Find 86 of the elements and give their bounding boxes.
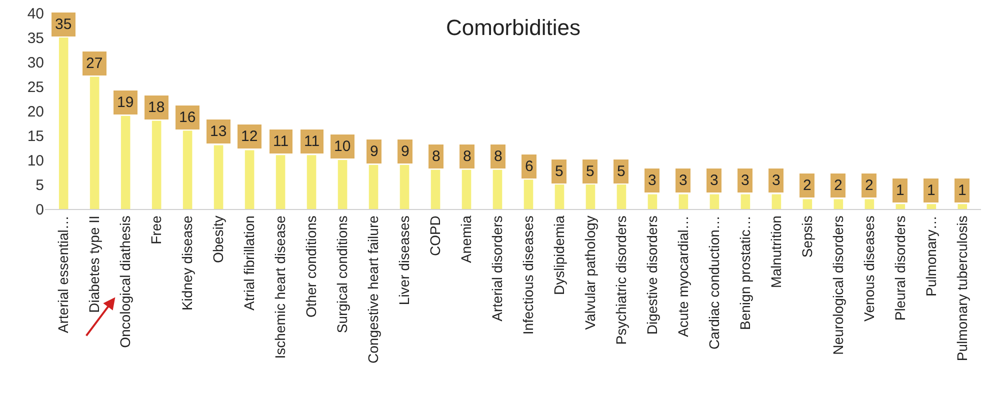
y-tick-label: 15 bbox=[27, 128, 44, 145]
data-label: 3 bbox=[679, 172, 688, 189]
data-label: 13 bbox=[210, 123, 227, 140]
bar bbox=[648, 194, 658, 209]
x-tick-label: Ischemic heart disease bbox=[272, 215, 288, 359]
x-tick-label: Arterial disorders bbox=[489, 216, 506, 322]
data-label: 19 bbox=[117, 94, 134, 111]
x-tick-label: Kidney disease bbox=[179, 215, 196, 311]
data-label: 9 bbox=[401, 143, 410, 160]
data-label: 27 bbox=[86, 55, 103, 72]
bar bbox=[896, 204, 906, 209]
bar bbox=[678, 194, 688, 209]
data-label: 1 bbox=[958, 182, 966, 199]
y-tick-label: 40 bbox=[27, 5, 44, 22]
data-label: 2 bbox=[803, 177, 812, 194]
bar bbox=[276, 155, 286, 209]
data-label: 2 bbox=[834, 177, 842, 194]
data-label: 5 bbox=[586, 163, 594, 180]
x-tick-label: Digestive disorders bbox=[644, 216, 660, 335]
y-tick-label: 20 bbox=[27, 103, 44, 120]
bar bbox=[926, 204, 936, 209]
x-tick-label: Valvular pathology bbox=[582, 216, 598, 330]
bar bbox=[958, 204, 968, 209]
data-label: 3 bbox=[648, 172, 656, 189]
x-tick-label: Acute myocardial… bbox=[675, 216, 692, 337]
data-label: 2 bbox=[865, 177, 874, 194]
chart-title: Comorbidities bbox=[446, 15, 580, 40]
data-label: 5 bbox=[617, 163, 626, 180]
bar bbox=[306, 155, 316, 209]
bar bbox=[244, 150, 254, 209]
x-tick-label: Congestive heart failure bbox=[365, 215, 382, 364]
bar bbox=[834, 199, 844, 209]
x-tick-label: Dyslipidemia bbox=[551, 215, 568, 295]
x-tick-label: Free bbox=[148, 215, 164, 244]
x-tick-label: Pulmonary tuberculosis bbox=[954, 216, 970, 362]
x-tick-label: Neurological disorders bbox=[830, 216, 846, 355]
x-tick-label: Malnutrition bbox=[768, 216, 784, 288]
bar bbox=[740, 194, 750, 209]
x-tick-label: Benign prostatic… bbox=[737, 216, 753, 330]
bar bbox=[802, 199, 812, 209]
bar bbox=[864, 199, 874, 209]
x-tick-label: Sepsis bbox=[798, 216, 815, 258]
data-label: 10 bbox=[334, 138, 351, 155]
data-label: 11 bbox=[273, 133, 289, 150]
x-tick-label: Other conditions bbox=[303, 216, 320, 318]
x-tick-label: Psychiatric disorders bbox=[613, 216, 630, 345]
bar bbox=[338, 160, 348, 209]
x-tick-label: Obesity bbox=[210, 216, 226, 264]
y-tick-label: 25 bbox=[27, 78, 44, 96]
bar bbox=[772, 194, 782, 209]
data-label: 8 bbox=[432, 148, 440, 165]
data-label: 5 bbox=[555, 163, 564, 180]
x-tick-label: Arterial essential… bbox=[55, 216, 72, 334]
data-label: 9 bbox=[370, 143, 378, 160]
data-label: 3 bbox=[741, 172, 750, 189]
y-tick-label: 35 bbox=[27, 30, 44, 47]
x-tick-label: Liver diseases bbox=[396, 216, 412, 306]
y-tick-label: 5 bbox=[36, 176, 44, 194]
x-tick-label: Cardiac conduction… bbox=[706, 216, 722, 350]
x-tick-label: Anemia bbox=[458, 215, 474, 264]
y-tick-label: 30 bbox=[27, 54, 44, 72]
data-label: 11 bbox=[304, 133, 320, 150]
data-label: 8 bbox=[494, 148, 502, 165]
data-label: 12 bbox=[241, 128, 258, 145]
data-label: 8 bbox=[463, 148, 472, 165]
data-label: 1 bbox=[927, 182, 936, 199]
x-tick-label: Venous diseases bbox=[860, 216, 877, 322]
x-tick-label: Diabetes type II bbox=[86, 216, 102, 313]
data-label: 35 bbox=[55, 16, 72, 33]
y-tick-label: 0 bbox=[36, 201, 44, 218]
data-label: 1 bbox=[896, 182, 904, 199]
x-tick-label: Infectious diseases bbox=[520, 216, 536, 335]
data-label: 3 bbox=[772, 172, 780, 189]
x-tick-label: Surgical conditions bbox=[334, 216, 350, 334]
x-tick-label: Oncological diathesis bbox=[117, 216, 134, 348]
bar bbox=[710, 194, 720, 209]
data-label: 16 bbox=[179, 109, 196, 126]
data-label: 18 bbox=[148, 99, 165, 116]
bar bbox=[214, 145, 224, 209]
data-label: 6 bbox=[525, 158, 534, 175]
x-tick-label: Pleural disorders bbox=[892, 216, 908, 321]
y-tick-label: 10 bbox=[27, 152, 44, 170]
x-tick-label: Atrial fibrillation bbox=[241, 216, 258, 311]
data-label: 3 bbox=[710, 172, 718, 189]
x-tick-label: Pulmonary… bbox=[922, 216, 939, 297]
x-tick-label: COPD bbox=[427, 216, 444, 256]
